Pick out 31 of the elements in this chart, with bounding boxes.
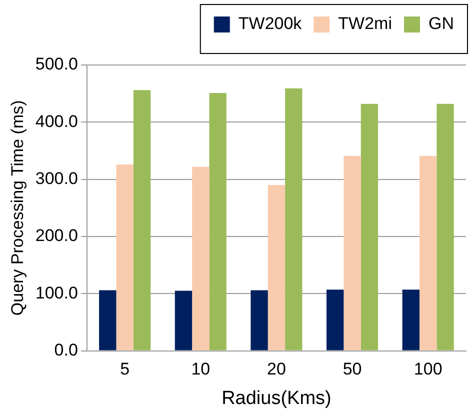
bar [402, 290, 420, 350]
x-axis-title: Radius(Kms) [222, 388, 332, 409]
bar [420, 156, 437, 350]
x-tick-label: 10 [191, 360, 210, 379]
bar [436, 104, 454, 350]
bar [326, 290, 344, 350]
y-tick-label: 500.0 [35, 54, 78, 74]
bar [344, 156, 361, 350]
bar [116, 164, 134, 350]
bar [174, 290, 192, 350]
y-tick-label: 400.0 [35, 112, 78, 131]
x-tick-label: 20 [267, 360, 286, 379]
y-tick-label: 0.0 [54, 340, 78, 360]
bar [209, 93, 226, 350]
bar [285, 88, 302, 350]
bar [268, 185, 286, 350]
y-tick-label: 200.0 [35, 226, 78, 246]
legend-label: TW2mi [338, 14, 392, 34]
bar [192, 166, 210, 350]
y-axis-title: Query Processing Time (ms) [8, 100, 27, 316]
bar [360, 104, 378, 350]
x-tick-label: 5 [120, 360, 130, 379]
bar [250, 290, 268, 350]
y-tick-label: 100.0 [35, 283, 78, 302]
bar [133, 90, 151, 350]
x-tick-label: 100 [414, 360, 442, 379]
bar [99, 290, 116, 350]
y-tick-label: 300.0 [35, 169, 78, 188]
legend-label: TW200k [238, 14, 302, 34]
legend-label: GN [428, 14, 454, 34]
x-tick-label: 50 [342, 360, 362, 379]
